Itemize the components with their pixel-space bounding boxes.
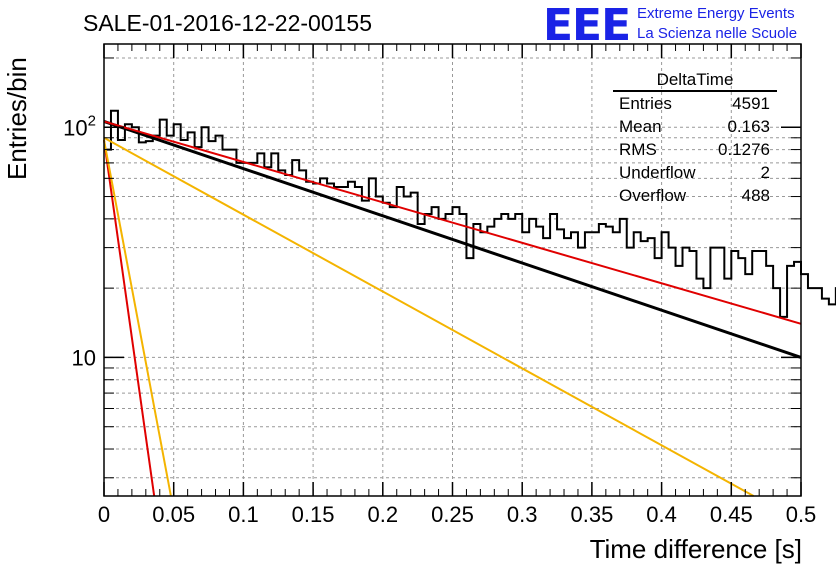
eee-logo: EEE [543,0,631,51]
stats-value: 4591 [732,94,770,113]
chart-title: SALE-01-2016-12-22-00155 [83,10,372,36]
stats-label: RMS [619,140,657,159]
histogram-series [104,109,836,318]
x-tick-label: 0 [98,502,110,527]
stats-label: Entries [619,94,672,113]
x-tick-label: 0.45 [710,502,753,527]
stats-value: 488 [741,186,770,205]
x-tick-label: 0.25 [431,502,474,527]
x-tick-label: 0.1 [228,502,259,527]
stats-label: Overflow [619,186,687,205]
fit-line-4 [103,139,172,497]
x-tick-label: 0.05 [152,502,195,527]
x-tick-label: 0.15 [292,502,335,527]
fit-line-0 [103,120,802,359]
x-axis-label: Time difference [s] [589,534,802,564]
stats-value: 2 [760,163,770,182]
fit-line-1 [103,120,802,325]
x-tick-label: 0.4 [646,502,677,527]
stats-row: Mean 0.163 [613,115,777,138]
x-tick-label: 0.5 [786,502,817,527]
stats-row: Entries 4591 [613,92,777,115]
x-tick-label: 0.2 [368,502,399,527]
stats-box: DeltaTime Entries 4591 Mean 0.163 RMS 0.127… [613,70,777,207]
stats-label: Underflow [619,163,696,182]
y-tick-label: 102 [63,112,96,140]
y-axis-label: Entries/bin [2,57,32,180]
x-tick-label: 0.35 [570,502,613,527]
logo-line-2: La Scienza nelle Scuole [637,25,798,42]
fit-line-2 [103,136,755,497]
stats-row: Overflow 488 [613,184,777,207]
stats-value: 0.1276 [718,140,770,159]
stats-value: 0.163 [727,117,770,136]
stats-name: DeltaTime [613,70,777,92]
x-tick-label: 0.3 [507,502,538,527]
logo-line-1: Extreme Energy Events [637,5,795,22]
y-tick-label: 10 [72,345,96,370]
stats-row: RMS 0.1276 [613,138,777,161]
fit-line-3 [103,139,156,497]
stats-row: Underflow 2 [613,161,777,184]
stats-label: Mean [619,117,662,136]
